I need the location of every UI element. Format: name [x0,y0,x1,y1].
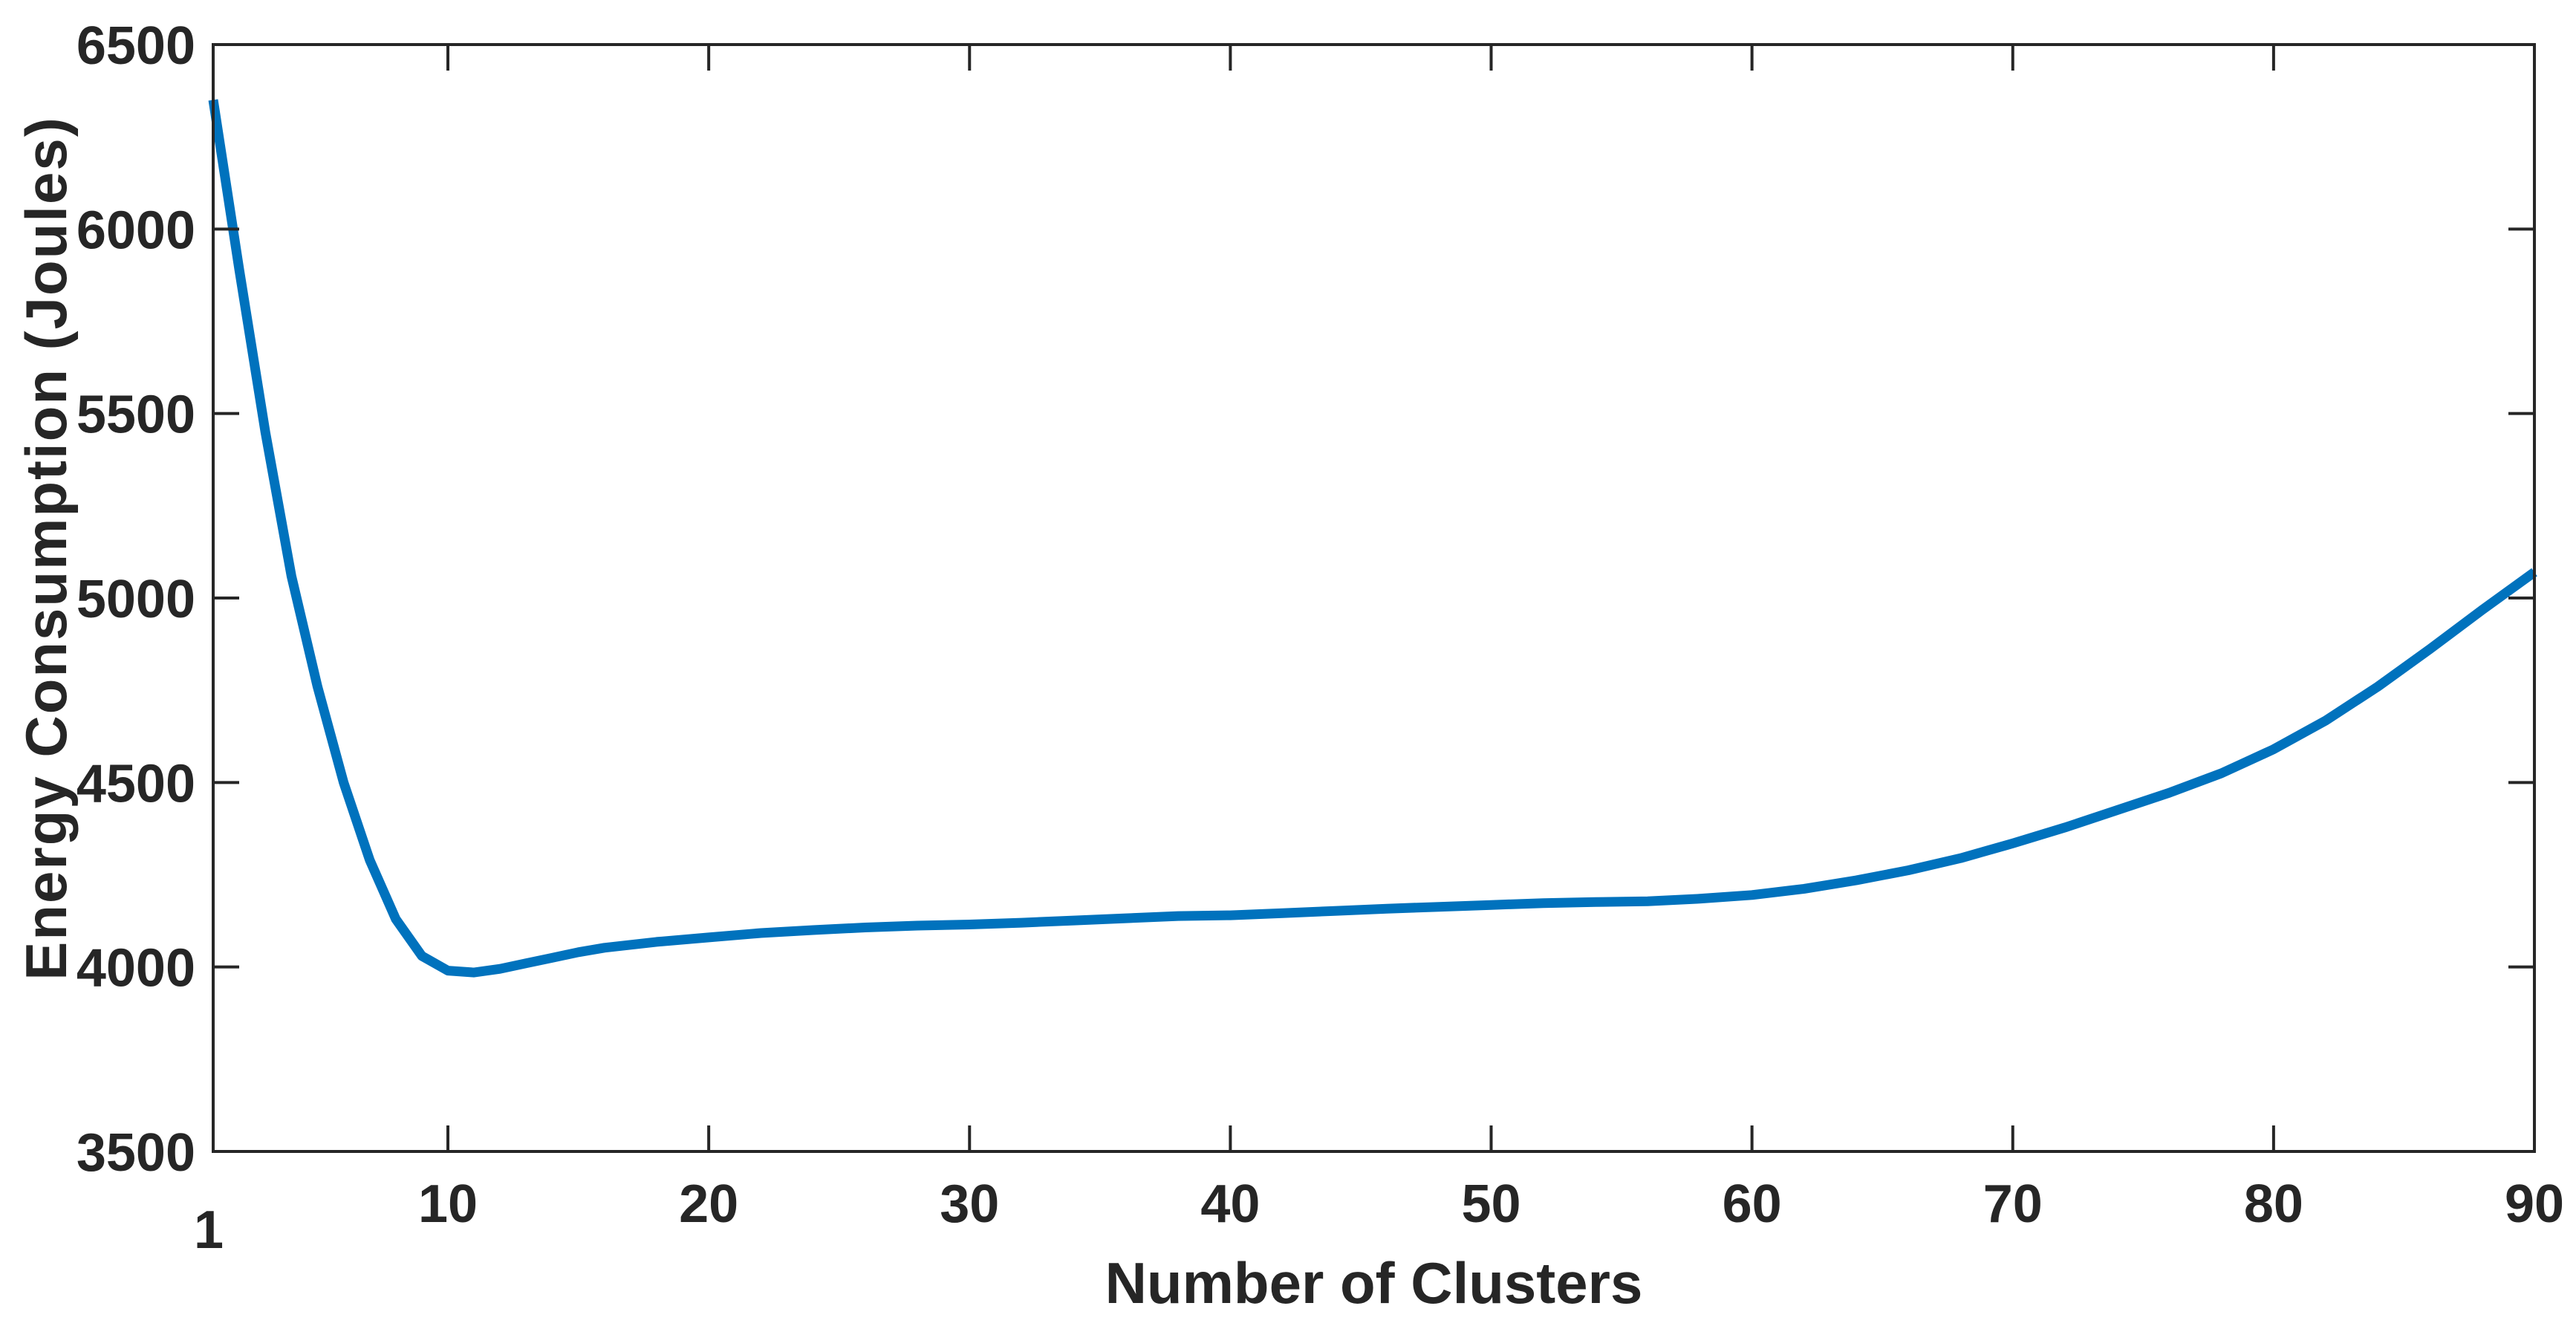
energy-consumption-line [208,99,2537,978]
y-axis-title: Energy Consumption (Joules) [13,116,79,981]
x-tick-label: 70 [1983,1174,2043,1234]
x-axis-title: Number of Clusters [1105,1250,1643,1316]
y-tick-label: 5000 [77,570,195,629]
y-tick-label: 4500 [77,754,195,813]
axes-box [212,43,2536,1153]
x-tick-label: 80 [2244,1174,2303,1234]
y-tick-label: 6500 [77,16,195,76]
x-tick-label: 40 [1200,1174,1260,1234]
x-origin-tick-label: 1 [194,1200,224,1260]
x-tick-label: 10 [418,1174,478,1234]
x-tick-label: 50 [1461,1174,1520,1234]
y-tick-label: 5500 [77,386,195,445]
y-tick-label: 6000 [77,201,195,260]
x-tick-label: 60 [1723,1174,1782,1234]
y-tick-label: 3500 [77,1123,195,1183]
x-tick-label: 90 [2505,1174,2564,1234]
y-tick-label: 4000 [77,939,195,998]
x-tick-label: 30 [940,1174,999,1234]
x-tick-label: 20 [679,1174,738,1234]
